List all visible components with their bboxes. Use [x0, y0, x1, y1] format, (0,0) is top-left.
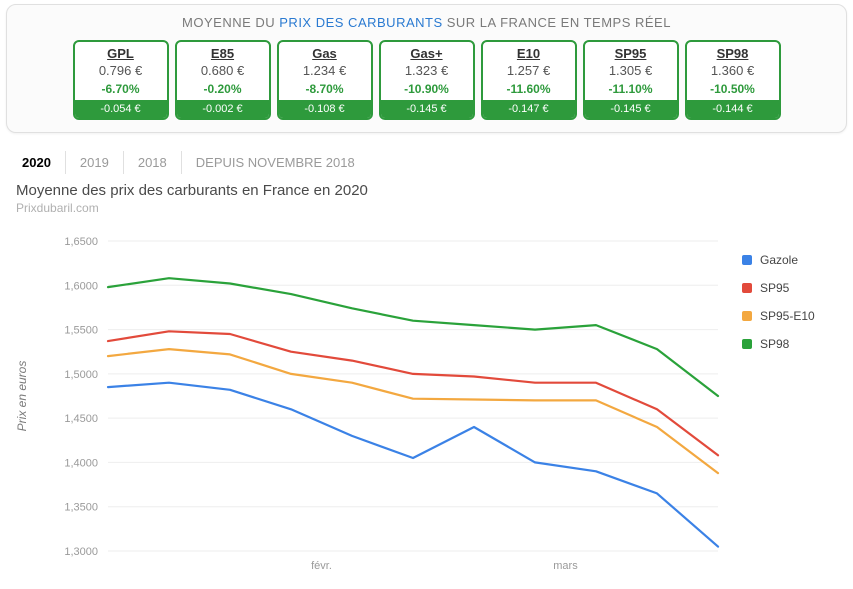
fuel-card-e10[interactable]: E101.257 €-11.60%-0.147 € [481, 40, 577, 120]
fuel-card-sp98[interactable]: SP981.360 €-10.50%-0.144 € [685, 40, 781, 120]
fuel-card-gasplus[interactable]: Gas+1.323 €-10.90%-0.145 € [379, 40, 475, 120]
legend-swatch [742, 283, 752, 293]
fuel-delta: -0.147 € [483, 100, 575, 118]
fuel-pct: -11.60% [483, 82, 575, 100]
legend-label: Gazole [760, 253, 798, 267]
fuel-pct: -10.50% [687, 82, 779, 100]
fuel-name: GPL [75, 42, 167, 63]
fuel-card-gpl[interactable]: GPL0.796 €-6.70%-0.054 € [73, 40, 169, 120]
fuel-pct: -8.70% [279, 82, 371, 100]
header-title: MOYENNE DU PRIX DES CARBURANTS SUR LA FR… [15, 15, 838, 30]
legend-item-sp95-e10[interactable]: SP95-E10 [742, 309, 815, 323]
y-tick-label: 1,6500 [64, 236, 98, 248]
y-tick-label: 1,3500 [64, 502, 98, 514]
y-tick-label: 1,3000 [64, 546, 98, 558]
fuel-price: 0.680 € [177, 63, 269, 82]
fuel-price: 1.323 € [381, 63, 473, 82]
header-title-suffix: SUR LA FRANCE EN TEMPS RÉEL [443, 15, 671, 30]
tab-depuis-novembre-2018[interactable]: DEPUIS NOVEMBRE 2018 [182, 151, 369, 174]
fuel-delta: -0.144 € [687, 100, 779, 118]
series-line-sp95 [108, 331, 718, 455]
y-tick-label: 1,4500 [64, 413, 98, 425]
series-line-gazole [108, 383, 718, 547]
fuel-price: 0.796 € [75, 63, 167, 82]
fuel-pct: -6.70% [75, 82, 167, 100]
tab-2020[interactable]: 2020 [8, 151, 66, 174]
fuel-name: E85 [177, 42, 269, 63]
y-tick-label: 1,6000 [64, 280, 98, 292]
fuel-name: Gas [279, 42, 371, 63]
series-line-sp98 [108, 278, 718, 396]
year-tabs: 202020192018DEPUIS NOVEMBRE 2018 [8, 151, 853, 174]
fuel-name: SP95 [585, 42, 677, 63]
legend-item-gazole[interactable]: Gazole [742, 253, 815, 267]
chart-legend: Gazole SP95 SP95-E10 SP98 [742, 253, 815, 365]
legend-item-sp98[interactable]: SP98 [742, 337, 815, 351]
fuel-name: SP98 [687, 42, 779, 63]
fuel-name: Gas+ [381, 42, 473, 63]
tab-2019[interactable]: 2019 [66, 151, 124, 174]
legend-label: SP95-E10 [760, 309, 815, 323]
fuel-price: 1.305 € [585, 63, 677, 82]
legend-item-sp95[interactable]: SP95 [742, 281, 815, 295]
fuel-delta: -0.002 € [177, 100, 269, 118]
fuel-pct: -11.10% [585, 82, 677, 100]
fuel-pct: -0.20% [177, 82, 269, 100]
legend-label: SP95 [760, 281, 789, 295]
legend-swatch [742, 311, 752, 321]
legend-swatch [742, 255, 752, 265]
header-title-highlight: PRIX DES CARBURANTS [279, 15, 442, 30]
y-tick-label: 1,5500 [64, 325, 98, 337]
legend-label: SP98 [760, 337, 789, 351]
chart-container: Moyenne des prix des carburants en Franc… [8, 182, 845, 581]
x-tick-label: mars [553, 560, 578, 572]
fuel-card-sp95[interactable]: SP951.305 €-11.10%-0.145 € [583, 40, 679, 120]
header-title-prefix: MOYENNE DU [182, 15, 279, 30]
tab-2018[interactable]: 2018 [124, 151, 182, 174]
fuel-delta: -0.145 € [585, 100, 677, 118]
y-tick-label: 1,4000 [64, 457, 98, 469]
fuel-card-e85[interactable]: E850.680 €-0.20%-0.002 € [175, 40, 271, 120]
legend-swatch [742, 339, 752, 349]
fuel-delta: -0.108 € [279, 100, 371, 118]
price-line-chart: 1,3000 1,3500 1,4000 1,4500 1,5000 1,5500 1,60… [8, 221, 728, 581]
y-axis-label: Prix en euros [15, 361, 29, 432]
y-tick-label: 1,5000 [64, 369, 98, 381]
fuel-cards-row: GPL0.796 €-6.70%-0.054 €E850.680 €-0.20%… [15, 40, 838, 120]
series-line-sp95-e10 [108, 349, 718, 473]
fuel-delta: -0.054 € [75, 100, 167, 118]
fuel-card-gas[interactable]: Gas1.234 €-8.70%-0.108 € [277, 40, 373, 120]
fuel-delta: -0.145 € [381, 100, 473, 118]
x-tick-label: févr. [311, 560, 332, 572]
fuel-price: 1.257 € [483, 63, 575, 82]
fuel-average-header-card: MOYENNE DU PRIX DES CARBURANTS SUR LA FR… [6, 4, 847, 133]
fuel-name: E10 [483, 42, 575, 63]
fuel-pct: -10.90% [381, 82, 473, 100]
chart-subtitle: Prixdubaril.com [16, 201, 845, 215]
fuel-price: 1.234 € [279, 63, 371, 82]
chart-title: Moyenne des prix des carburants en Franc… [16, 182, 845, 199]
fuel-price: 1.360 € [687, 63, 779, 82]
